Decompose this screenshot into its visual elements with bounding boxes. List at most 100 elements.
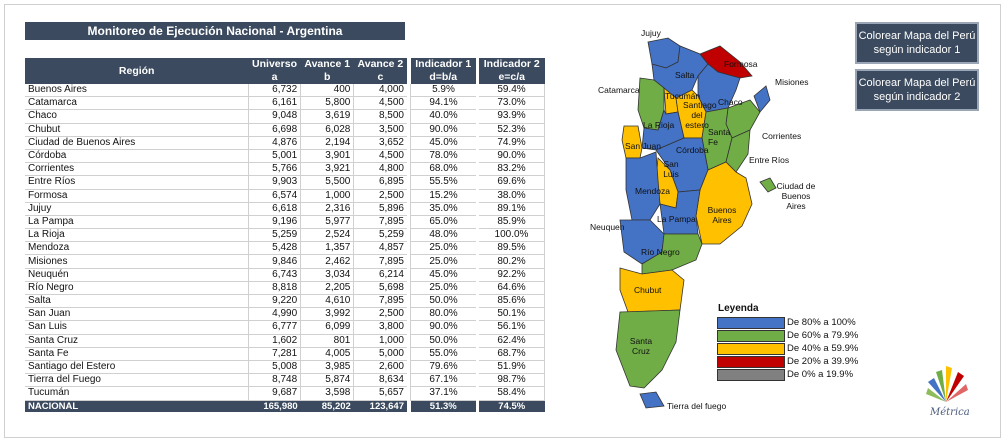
value-cell: 6,732 [247,84,301,98]
map-label-buenosaires: Buenos Aires [707,205,737,225]
indicator-cell: 48.0% [410,228,478,243]
indicator-cell: 74.9% [476,136,545,150]
value-cell: 1,357 [300,241,354,256]
value-cell: 4,005 [300,347,354,361]
region-ciudad [759,177,777,193]
value-cell: 6,698 [247,123,301,137]
indicator-cell: 55.5% [410,175,478,190]
color-map-indicator1-button[interactable]: Colorear Mapa del Perú según indicador 1 [857,24,977,62]
region-cell: San Juan [25,307,249,322]
table-row: Formosa 6,574 1,000 2,500 [25,189,407,203]
total-label: NACIONAL [25,400,249,412]
indicator-cell: 94.1% [410,96,478,111]
value-cell: 5,874 [300,373,354,388]
total-ind1: 51.3% [410,400,478,412]
map-label-chubut: Chubut [634,285,662,295]
indicator-cell: 59.4% [476,84,545,98]
value-cell: 5,000 [353,347,407,361]
value-cell: 6,161 [247,96,301,111]
argentina-map [615,37,777,409]
indicator-cell: 52.3% [476,123,545,137]
legend-label: De 20% a 39.9% [787,356,859,367]
legend-swatch [717,343,785,355]
map-label-rionegro: Río Negro [641,247,680,257]
map-label-chaco: Chaco [718,97,743,107]
value-cell: 3,500 [353,123,407,137]
map-label-santacruz: Santa Cruz [629,336,653,356]
indicator-cell: 25.0% [410,281,478,296]
logo-text: Métrica [930,407,970,418]
value-cell: 3,901 [300,149,354,164]
value-cell: 5,896 [353,202,407,216]
table-row: Entre Ríos 9,903 5,500 6,895 [25,175,407,190]
indicator-row: 5.9% 59.4% [410,84,545,98]
indicator-cell: 89.1% [476,202,545,216]
table-row: Corrientes 5,766 3,921 4,800 [25,162,407,177]
value-cell: 6,895 [353,175,407,190]
total-universo: 165,980 [248,400,301,412]
indicator-cell: 92.2% [476,268,545,282]
value-cell: 5,259 [353,228,407,243]
table-row: Misiones 9,846 2,462 7,895 [25,254,407,269]
table-row: Santa Fe 7,281 4,005 5,000 [25,347,407,361]
indicator-row: 15.2% 38.0% [410,189,545,203]
value-cell: 9,048 [247,109,301,124]
legend-label: De 80% a 100% [787,317,856,328]
value-cell: 6,574 [247,189,301,203]
table-row: Jujuy 6,618 2,316 5,896 [25,202,407,216]
value-cell: 1,000 [300,189,354,203]
legend-swatch [717,317,785,329]
value-cell: 4,500 [353,149,407,164]
table-row: Neuquén 6,743 3,034 6,214 [25,268,407,282]
region-cell: Chaco [25,109,249,124]
value-cell: 5,698 [353,281,407,296]
metrica-logo [926,366,968,402]
indicator-cell: 80.0% [410,307,478,322]
table-row: Santa Cruz 1,602 801 1,000 [25,334,407,348]
indicator-row: 40.0% 93.9% [410,109,545,124]
value-cell: 9,220 [247,294,301,309]
indicator-row: 25.0% 89.5% [410,241,545,256]
table-row: La Rioja 5,259 2,524 5,259 [25,228,407,243]
indicator-cell: 79.6% [410,360,478,375]
indicator-cell: 64.6% [476,281,545,296]
indicator-cell: 40.0% [410,109,478,124]
indicator-row: 65.0% 85.9% [410,215,545,230]
indicator-row: 78.0% 90.0% [410,149,545,164]
col-header-ind2: Indicador 2 e=c/a [476,58,545,84]
value-cell: 8,818 [247,281,301,296]
value-cell: 2,194 [300,136,354,150]
map-label-salta: Salta [675,70,695,80]
value-cell: 4,990 [247,307,301,322]
value-cell: 6,214 [353,268,407,282]
table-row: Buenos Aires 6,732 400 4,000 [25,84,407,98]
region-cell: Chubut [25,123,249,137]
value-cell: 5,800 [300,96,354,111]
region-santacruz [615,309,681,389]
value-cell: 2,524 [300,228,354,243]
indicator-cell: 73.0% [476,96,545,111]
table-row: Córdoba 5,001 3,901 4,500 [25,149,407,164]
region-cell: Catamarca [25,96,249,111]
region-cell: Mendoza [25,241,249,256]
indicator-cell: 83.2% [476,162,545,177]
indicator-table: Indicador 1 d=b/a Indicador 2 e=c/a 5.9% 59… [410,58,545,412]
value-cell: 1,000 [353,334,407,348]
value-cell: 2,500 [353,189,407,203]
indicator-cell: 90.0% [410,320,478,335]
color-map-indicator2-button[interactable]: Colorear Mapa del Perú según indicador 2 [857,71,977,109]
value-cell: 6,618 [247,202,301,216]
map-label-tucuman: Tucumán [665,91,701,101]
region-tierra [639,391,665,409]
map-label-santiago: Santiago del estero [683,100,717,130]
table-row: San Luis 6,777 6,099 3,800 [25,320,407,335]
value-cell: 9,903 [247,175,301,190]
value-cell: 4,500 [353,96,407,111]
table-row: Mendoza 5,428 1,357 4,857 [25,241,407,256]
indicator-cell: 50.0% [410,334,478,348]
region-cell: La Pampa [25,215,249,230]
value-cell: 3,985 [300,360,354,375]
indicator-cell: 100.0% [476,228,545,243]
legend-swatch [717,369,785,381]
total-avance2: 123,647 [353,400,407,412]
